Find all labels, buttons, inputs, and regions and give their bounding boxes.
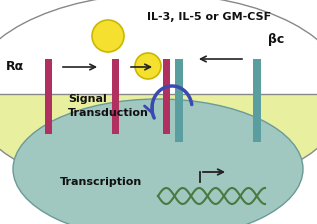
Text: βc: βc (268, 32, 284, 45)
Bar (45, 59, 52, 134)
Text: Rα: Rα (6, 60, 24, 73)
Text: Signal
Transduction: Signal Transduction (68, 94, 149, 118)
Text: Transcription: Transcription (60, 177, 142, 187)
Bar (163, 59, 170, 134)
Bar (0, 0, 317, 94)
Bar (253, 59, 261, 142)
Ellipse shape (0, 0, 317, 194)
Bar (175, 59, 183, 142)
Ellipse shape (13, 99, 303, 224)
Text: IL-3, IL-5 or GM-CSF: IL-3, IL-5 or GM-CSF (147, 12, 271, 22)
Bar (112, 59, 119, 134)
Circle shape (135, 53, 161, 79)
Circle shape (92, 20, 124, 52)
